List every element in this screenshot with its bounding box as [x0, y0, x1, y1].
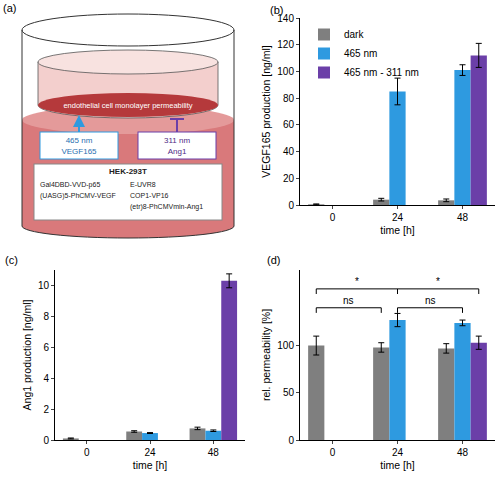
svg-text:0: 0	[330, 447, 336, 458]
svg-text:Ang1 production [ng/ml]: Ang1 production [ng/ml]	[21, 299, 33, 410]
svg-text:48: 48	[457, 447, 469, 458]
svg-text:time [h]: time [h]	[380, 459, 415, 471]
svg-text:100: 100	[277, 340, 294, 351]
svg-text:48: 48	[208, 447, 220, 458]
svg-text:0: 0	[330, 212, 336, 223]
svg-text:48: 48	[457, 212, 469, 223]
svg-text:rel. permeability [%]: rel. permeability [%]	[260, 309, 272, 401]
svg-text:0: 0	[288, 200, 294, 211]
svg-text:465 nm: 465 nm	[66, 136, 93, 145]
svg-text:Gal4DBD-VVD-p65: Gal4DBD-VVD-p65	[40, 181, 100, 189]
svg-text:0: 0	[43, 435, 49, 446]
svg-text:0: 0	[288, 435, 294, 446]
svg-text:465 nm - 311 nm: 465 nm - 311 nm	[344, 67, 419, 78]
svg-text:50: 50	[283, 387, 295, 398]
svg-text:(c): (c)	[5, 254, 18, 266]
svg-text:(a): (a)	[3, 2, 16, 14]
svg-text:ns: ns	[343, 295, 354, 306]
svg-text:80: 80	[283, 93, 295, 104]
svg-text:ns: ns	[425, 295, 436, 306]
svg-text:8: 8	[43, 311, 49, 322]
svg-text:(etr)8-PhCMVmin-Ang1: (etr)8-PhCMVmin-Ang1	[130, 203, 203, 211]
svg-text:0: 0	[84, 447, 90, 458]
svg-text:40: 40	[283, 146, 295, 157]
svg-text:*: *	[355, 276, 359, 287]
svg-text:311 nm: 311 nm	[164, 136, 190, 145]
svg-text:VEGF165: VEGF165	[61, 147, 97, 156]
svg-text:6: 6	[43, 342, 49, 353]
svg-text:time [h]: time [h]	[380, 224, 415, 236]
svg-text:24: 24	[392, 212, 404, 223]
svg-text:24: 24	[392, 447, 404, 458]
svg-text:120: 120	[277, 39, 294, 50]
svg-text:100: 100	[277, 66, 294, 77]
svg-text:(b): (b)	[270, 4, 283, 16]
svg-text:(d): (d)	[267, 254, 280, 266]
svg-text:COP1-VP16: COP1-VP16	[130, 192, 169, 199]
svg-text:60: 60	[283, 119, 295, 130]
svg-text:20: 20	[283, 173, 295, 184]
svg-text:465 nm: 465 nm	[344, 48, 377, 59]
svg-text:(UASG)5-PhCMV-VEGF: (UASG)5-PhCMV-VEGF	[40, 192, 116, 200]
svg-text:10: 10	[38, 280, 50, 291]
svg-text:Ang1: Ang1	[168, 147, 187, 156]
svg-text:*: *	[436, 276, 440, 287]
svg-text:E-UVR8: E-UVR8	[130, 181, 156, 188]
svg-text:endothelial cell monolayer per: endothelial cell monolayer permeability	[63, 101, 192, 110]
svg-text:time [h]: time [h]	[133, 459, 168, 471]
svg-text:140: 140	[277, 13, 294, 24]
svg-text:2: 2	[43, 404, 49, 415]
svg-text:24: 24	[144, 447, 156, 458]
svg-text:HEK-293T: HEK-293T	[109, 167, 147, 176]
svg-text:VEGF165 production [ng/ml]: VEGF165 production [ng/ml]	[260, 45, 272, 178]
svg-text:4: 4	[43, 373, 49, 384]
svg-text:dark: dark	[344, 29, 364, 40]
